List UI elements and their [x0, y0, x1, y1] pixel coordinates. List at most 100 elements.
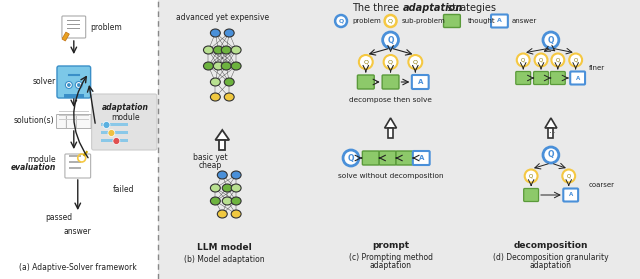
- Text: (a) Adaptive-Solver framework: (a) Adaptive-Solver framework: [19, 263, 137, 273]
- Text: Q: Q: [388, 18, 393, 23]
- FancyBboxPatch shape: [524, 189, 538, 201]
- Text: decompose then solve: decompose then solve: [349, 97, 432, 103]
- Circle shape: [534, 54, 547, 66]
- Bar: [548, 128, 554, 138]
- Text: (c) Prompting method: (c) Prompting method: [349, 252, 433, 261]
- Text: Q: Q: [566, 174, 571, 179]
- Ellipse shape: [211, 197, 220, 205]
- Bar: [220, 140, 225, 150]
- Text: failed: failed: [113, 186, 134, 194]
- Ellipse shape: [218, 171, 227, 179]
- Ellipse shape: [213, 46, 223, 54]
- Circle shape: [552, 54, 564, 66]
- FancyBboxPatch shape: [62, 16, 86, 38]
- Text: LLM model: LLM model: [197, 244, 252, 252]
- Ellipse shape: [204, 62, 213, 70]
- FancyBboxPatch shape: [67, 114, 81, 129]
- Text: Q: Q: [348, 153, 354, 162]
- Bar: [67, 28, 80, 29]
- Bar: [69, 114, 79, 116]
- Circle shape: [385, 15, 397, 27]
- Bar: [6, 0, 158, 279]
- Circle shape: [103, 121, 110, 129]
- Text: cheap: cheap: [199, 160, 222, 170]
- Bar: [59, 119, 69, 120]
- Bar: [69, 155, 81, 157]
- FancyBboxPatch shape: [362, 151, 379, 165]
- Text: decomposition: decomposition: [514, 240, 588, 249]
- Bar: [388, 128, 393, 138]
- Text: A: A: [568, 193, 573, 198]
- Ellipse shape: [224, 29, 234, 37]
- Circle shape: [563, 170, 575, 182]
- Circle shape: [516, 54, 530, 66]
- Text: answer: answer: [511, 18, 536, 24]
- Ellipse shape: [224, 93, 234, 101]
- Circle shape: [77, 83, 80, 86]
- Text: A: A: [497, 18, 502, 23]
- Ellipse shape: [211, 29, 220, 37]
- Text: thought: thought: [468, 18, 495, 24]
- Bar: [79, 110, 89, 112]
- Ellipse shape: [222, 197, 232, 205]
- Text: solve without decomposition: solve without decomposition: [338, 173, 444, 179]
- Bar: [69, 119, 79, 120]
- Text: ...: ...: [545, 125, 556, 135]
- Text: module: module: [28, 155, 56, 165]
- Circle shape: [108, 129, 115, 136]
- Circle shape: [543, 147, 559, 163]
- Text: (b) Model adaptation: (b) Model adaptation: [184, 256, 264, 264]
- FancyBboxPatch shape: [444, 15, 460, 28]
- Text: prompt: prompt: [372, 240, 409, 249]
- Text: problem: problem: [91, 23, 122, 32]
- Ellipse shape: [231, 210, 241, 218]
- Bar: [62, 32, 69, 41]
- FancyBboxPatch shape: [65, 154, 91, 178]
- Text: Q: Q: [387, 35, 394, 44]
- Circle shape: [543, 32, 559, 48]
- Text: adaptation: adaptation: [530, 261, 572, 271]
- Text: advanced yet expensive: advanced yet expensive: [176, 13, 269, 23]
- Ellipse shape: [221, 62, 231, 70]
- Bar: [69, 167, 81, 169]
- Ellipse shape: [231, 184, 241, 192]
- Text: A: A: [419, 155, 424, 161]
- Ellipse shape: [211, 78, 220, 86]
- Bar: [67, 23, 80, 25]
- Bar: [158, 0, 640, 279]
- Text: A: A: [575, 76, 580, 81]
- Text: adaptation: adaptation: [369, 261, 412, 271]
- Text: Q: Q: [573, 57, 578, 62]
- Bar: [59, 114, 69, 116]
- Circle shape: [359, 55, 372, 69]
- Circle shape: [65, 81, 72, 88]
- Text: passed: passed: [45, 213, 73, 222]
- Circle shape: [525, 170, 538, 182]
- Circle shape: [408, 55, 422, 69]
- Bar: [100, 123, 128, 126]
- FancyBboxPatch shape: [396, 151, 413, 165]
- Bar: [59, 110, 69, 112]
- Text: evaluation: evaluation: [11, 163, 56, 172]
- Polygon shape: [215, 130, 229, 140]
- Text: Q: Q: [548, 35, 554, 44]
- Bar: [69, 110, 79, 112]
- Text: A: A: [417, 79, 423, 85]
- Bar: [79, 114, 89, 116]
- FancyBboxPatch shape: [92, 94, 157, 150]
- Circle shape: [76, 81, 82, 88]
- FancyBboxPatch shape: [76, 114, 91, 129]
- FancyBboxPatch shape: [56, 114, 71, 129]
- Bar: [100, 131, 128, 134]
- Ellipse shape: [218, 210, 227, 218]
- FancyBboxPatch shape: [534, 71, 548, 85]
- Circle shape: [569, 54, 582, 66]
- Ellipse shape: [231, 46, 241, 54]
- FancyBboxPatch shape: [570, 71, 585, 85]
- Ellipse shape: [221, 46, 231, 54]
- Bar: [67, 20, 80, 21]
- Text: module: module: [111, 114, 140, 122]
- Text: finer: finer: [589, 65, 605, 71]
- Ellipse shape: [211, 93, 220, 101]
- FancyBboxPatch shape: [413, 151, 429, 165]
